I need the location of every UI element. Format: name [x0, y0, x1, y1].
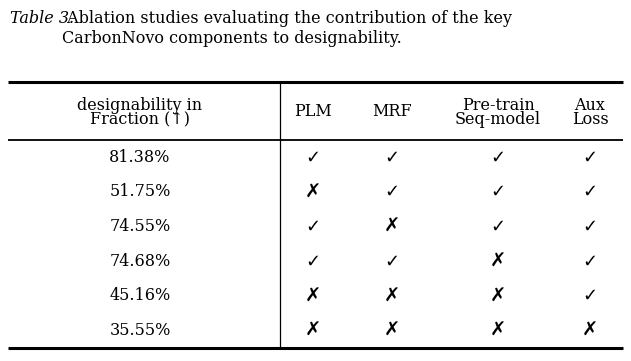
- Text: Aux: Aux: [575, 96, 605, 113]
- Text: ✓: ✓: [582, 183, 598, 201]
- Text: ✓: ✓: [384, 148, 399, 166]
- Text: PLM: PLM: [294, 103, 332, 119]
- Text: ✗: ✗: [490, 287, 506, 305]
- Text: ✓: ✓: [305, 148, 321, 166]
- Text: ✓: ✓: [490, 148, 505, 166]
- Text: ✗: ✗: [582, 321, 598, 340]
- Text: Loss: Loss: [572, 112, 608, 129]
- Text: 45.16%: 45.16%: [109, 287, 170, 304]
- Text: 81.38%: 81.38%: [109, 149, 171, 166]
- Text: ✗: ✗: [384, 287, 400, 305]
- Text: ✗: ✗: [490, 252, 506, 271]
- Text: ✓: ✓: [305, 218, 321, 236]
- Text: ✓: ✓: [490, 183, 505, 201]
- Text: Fraction (↑): Fraction (↑): [90, 112, 190, 129]
- Text: 51.75%: 51.75%: [109, 183, 171, 200]
- Text: 74.68%: 74.68%: [109, 253, 170, 270]
- Text: ✓: ✓: [582, 148, 598, 166]
- Text: ✓: ✓: [384, 183, 399, 201]
- Text: ✗: ✗: [305, 321, 321, 340]
- Text: Seq-model: Seq-model: [455, 112, 541, 129]
- Text: ✗: ✗: [305, 183, 321, 201]
- Text: Pre-train: Pre-train: [462, 96, 534, 113]
- Text: ✓: ✓: [582, 218, 598, 236]
- Text: ✓: ✓: [305, 252, 321, 270]
- Text: 35.55%: 35.55%: [109, 322, 171, 339]
- Text: ✓: ✓: [384, 252, 399, 270]
- Text: 74.55%: 74.55%: [109, 218, 170, 235]
- Text: ✗: ✗: [384, 321, 400, 340]
- Text: MRF: MRF: [372, 103, 412, 119]
- Text: Ablation studies evaluating the contribution of the key
CarbonNovo components to: Ablation studies evaluating the contribu…: [62, 10, 512, 47]
- Text: ✓: ✓: [490, 218, 505, 236]
- Text: ✗: ✗: [384, 217, 400, 236]
- Text: ✗: ✗: [490, 321, 506, 340]
- Text: ✓: ✓: [582, 252, 598, 270]
- Text: Table 3.: Table 3.: [10, 10, 74, 27]
- Text: designability in: designability in: [78, 96, 203, 113]
- Text: ✗: ✗: [305, 287, 321, 305]
- Text: ✓: ✓: [582, 287, 598, 305]
